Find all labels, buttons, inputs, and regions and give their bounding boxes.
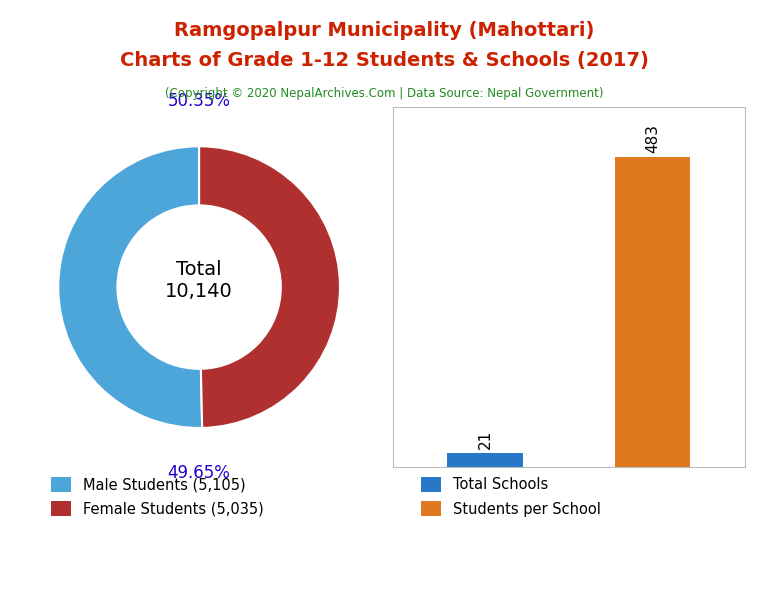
Text: Ramgopalpur Municipality (Mahottari): Ramgopalpur Municipality (Mahottari) xyxy=(174,21,594,40)
Text: Total
10,140: Total 10,140 xyxy=(165,260,233,300)
Text: 49.65%: 49.65% xyxy=(167,464,230,482)
Text: 50.35%: 50.35% xyxy=(167,92,230,110)
Legend: Male Students (5,105), Female Students (5,035): Male Students (5,105), Female Students (… xyxy=(48,474,266,519)
Legend: Total Schools, Students per School: Total Schools, Students per School xyxy=(418,474,604,519)
Wedge shape xyxy=(199,146,340,428)
Bar xyxy=(615,157,690,467)
Text: (Copyright © 2020 NepalArchives.Com | Data Source: Nepal Government): (Copyright © 2020 NepalArchives.Com | Da… xyxy=(165,87,603,100)
Text: 21: 21 xyxy=(478,430,492,450)
Wedge shape xyxy=(58,146,202,428)
Text: Charts of Grade 1-12 Students & Schools (2017): Charts of Grade 1-12 Students & Schools … xyxy=(120,51,648,70)
Bar xyxy=(447,453,523,467)
Text: 483: 483 xyxy=(645,124,660,153)
